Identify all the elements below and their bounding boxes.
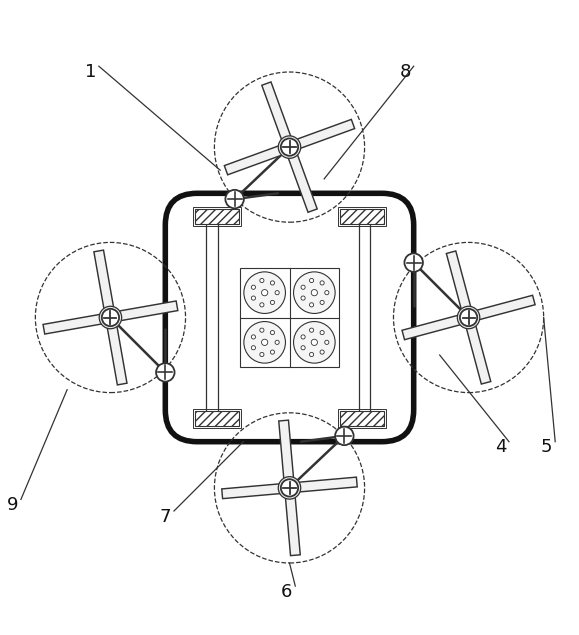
Bar xyxy=(340,210,384,224)
Bar xyxy=(338,207,386,226)
Polygon shape xyxy=(278,420,294,483)
Text: 7: 7 xyxy=(160,508,171,526)
Polygon shape xyxy=(465,321,491,384)
Bar xyxy=(195,210,239,224)
Polygon shape xyxy=(472,295,535,321)
Polygon shape xyxy=(224,144,286,175)
Polygon shape xyxy=(285,493,301,556)
Circle shape xyxy=(156,363,174,382)
Circle shape xyxy=(260,278,264,283)
Circle shape xyxy=(225,190,244,208)
Circle shape xyxy=(278,136,301,158)
Circle shape xyxy=(325,291,329,295)
Circle shape xyxy=(99,306,122,329)
Circle shape xyxy=(301,285,305,290)
Circle shape xyxy=(262,290,267,296)
Text: 9: 9 xyxy=(6,496,18,514)
Polygon shape xyxy=(94,250,114,313)
Polygon shape xyxy=(222,483,285,498)
Circle shape xyxy=(310,278,314,283)
Polygon shape xyxy=(446,251,472,314)
Polygon shape xyxy=(294,477,357,492)
Circle shape xyxy=(320,350,324,354)
Circle shape xyxy=(281,479,298,497)
Polygon shape xyxy=(43,314,106,334)
Circle shape xyxy=(325,340,329,344)
Text: 6: 6 xyxy=(281,583,292,601)
Circle shape xyxy=(262,339,267,345)
Circle shape xyxy=(405,253,423,272)
Bar xyxy=(338,409,386,428)
Circle shape xyxy=(260,352,264,357)
Polygon shape xyxy=(402,314,465,340)
Circle shape xyxy=(320,281,324,285)
FancyBboxPatch shape xyxy=(166,193,413,442)
Circle shape xyxy=(270,350,274,354)
Circle shape xyxy=(310,328,314,332)
Text: 1: 1 xyxy=(85,63,96,81)
Bar xyxy=(340,411,384,425)
Circle shape xyxy=(244,321,285,363)
Circle shape xyxy=(294,321,335,363)
Circle shape xyxy=(275,340,279,344)
Text: 8: 8 xyxy=(400,63,411,81)
Polygon shape xyxy=(115,301,178,321)
Circle shape xyxy=(320,330,324,335)
Circle shape xyxy=(270,281,274,285)
Circle shape xyxy=(312,339,317,345)
Circle shape xyxy=(294,272,335,314)
Circle shape xyxy=(320,300,324,305)
Circle shape xyxy=(270,330,274,335)
Circle shape xyxy=(270,300,274,305)
Circle shape xyxy=(281,138,298,156)
Circle shape xyxy=(251,296,255,300)
Bar xyxy=(240,269,339,366)
Circle shape xyxy=(251,345,255,350)
Bar xyxy=(193,207,241,226)
Circle shape xyxy=(244,272,285,314)
Bar xyxy=(193,409,241,428)
Circle shape xyxy=(460,309,477,326)
Circle shape xyxy=(102,309,119,326)
Circle shape xyxy=(312,290,317,296)
Circle shape xyxy=(335,427,354,445)
Circle shape xyxy=(260,328,264,332)
Polygon shape xyxy=(293,119,355,150)
Circle shape xyxy=(278,477,301,499)
Circle shape xyxy=(275,291,279,295)
Circle shape xyxy=(260,303,264,307)
Text: 4: 4 xyxy=(494,438,506,457)
Polygon shape xyxy=(287,150,317,212)
Circle shape xyxy=(251,335,255,339)
Polygon shape xyxy=(107,322,127,385)
Circle shape xyxy=(251,285,255,290)
Circle shape xyxy=(457,306,480,329)
Circle shape xyxy=(301,345,305,350)
Circle shape xyxy=(301,296,305,300)
Circle shape xyxy=(310,352,314,357)
Circle shape xyxy=(301,335,305,339)
Circle shape xyxy=(310,303,314,307)
Bar xyxy=(195,411,239,425)
Polygon shape xyxy=(262,82,292,144)
Text: 5: 5 xyxy=(541,438,552,457)
